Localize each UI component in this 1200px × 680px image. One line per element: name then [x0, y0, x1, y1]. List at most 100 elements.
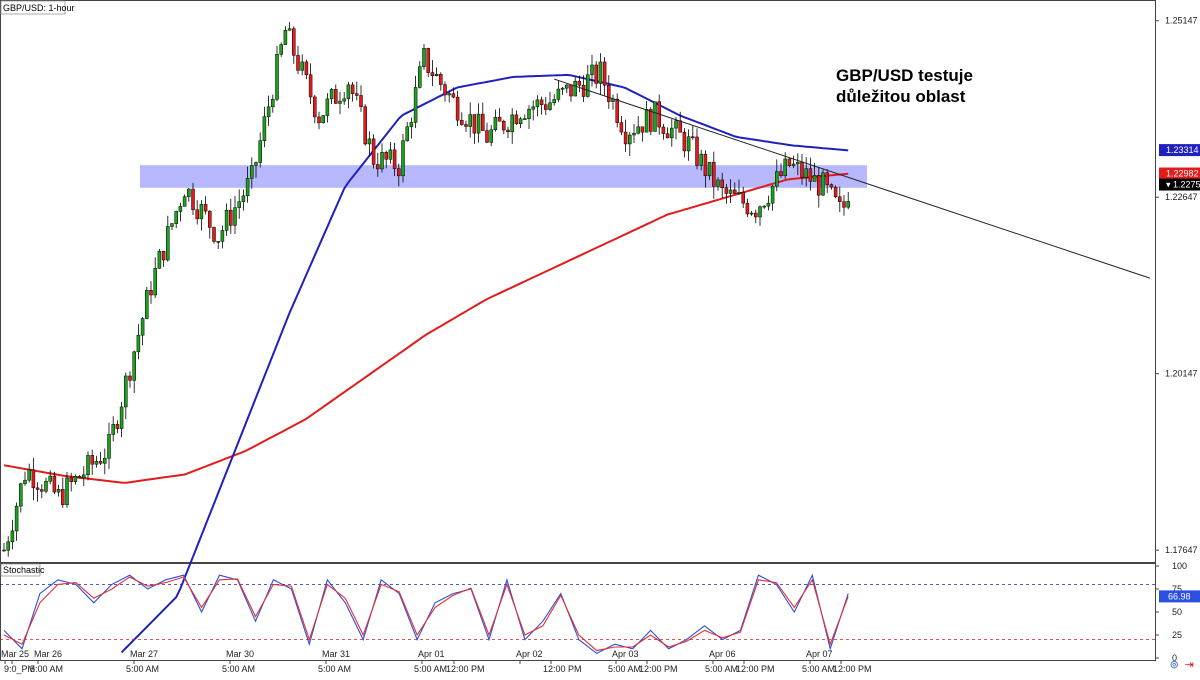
candle-body — [313, 96, 317, 118]
x-tick-label: 5:00 AM — [318, 664, 351, 674]
candle-body — [178, 206, 183, 212]
candle-body — [149, 290, 153, 296]
candle-body — [233, 207, 237, 226]
candle-body — [552, 99, 556, 104]
candle-body — [6, 541, 10, 551]
candle-body — [716, 179, 720, 187]
candle-body — [703, 153, 708, 177]
candle-body — [187, 188, 191, 197]
candle-body — [833, 186, 838, 197]
candle-body — [443, 84, 447, 96]
candle-body — [485, 130, 489, 143]
candle-body — [388, 149, 393, 160]
candle-body — [287, 28, 292, 31]
chart-link-icon[interactable]: ⊚ — [1169, 658, 1179, 671]
price-label-text: 1.23314 — [1166, 145, 1199, 155]
price-label-pill — [1159, 178, 1200, 191]
candle-body — [581, 85, 586, 97]
candle-body — [560, 87, 565, 90]
candle-body — [699, 153, 703, 166]
candle-body — [237, 201, 241, 208]
candle-body — [586, 74, 590, 97]
candle-body — [531, 106, 535, 110]
candle-body — [791, 163, 796, 166]
candle-body — [497, 116, 502, 122]
candle-body — [338, 100, 342, 104]
candle-body — [728, 189, 733, 194]
y-tick-label: 1.20147 — [1165, 369, 1198, 379]
x-tick-label: Apr 07 — [806, 649, 833, 659]
candle-body — [208, 210, 212, 228]
candle-body — [691, 136, 695, 138]
candle-body — [153, 268, 157, 296]
candle-body — [539, 99, 544, 105]
candle-body — [821, 172, 825, 196]
x-tick-label: Apr 03 — [612, 649, 639, 659]
candle-body — [124, 375, 128, 408]
price-label-text: 1.22982 — [1166, 169, 1199, 179]
candle-body — [367, 138, 372, 145]
candle-body — [493, 116, 498, 131]
candle-body — [166, 226, 170, 261]
candle-body — [548, 102, 552, 110]
price-label-pill — [1159, 167, 1200, 180]
x-tick-label: 12:00 PM — [833, 664, 872, 674]
candle-body — [649, 109, 653, 132]
x-tick-label: Mar 26 — [34, 649, 62, 659]
scroll-end-icon[interactable]: ⇥ — [1184, 658, 1194, 671]
x-tick-label: 9:0_PM — [4, 664, 35, 674]
stochastic-y-tick-label: 50 — [1172, 607, 1182, 617]
candle-body — [23, 479, 27, 484]
candle-body — [418, 66, 422, 88]
moving-average-red — [3, 172, 849, 484]
candle-body — [796, 162, 800, 165]
candle-body — [472, 114, 477, 134]
x-tick-label: Mar 25 — [1, 649, 29, 659]
candle-body — [266, 106, 271, 117]
candle-body — [304, 61, 309, 75]
stochastic-value-text: 66.98 — [1168, 591, 1191, 601]
candle-body — [598, 61, 603, 84]
candle-body — [254, 162, 258, 166]
candle-body — [686, 136, 691, 152]
candle-body — [145, 290, 149, 319]
candle-body — [460, 119, 464, 125]
candle-body — [250, 165, 254, 179]
candle-body — [733, 189, 737, 194]
candle-body — [111, 424, 115, 435]
candle-body — [73, 476, 78, 483]
x-tick-label: Apr 01 — [418, 649, 445, 659]
resistance-zone — [140, 165, 867, 188]
candle-body — [712, 161, 716, 187]
candle-body — [720, 179, 724, 188]
candle-body — [518, 118, 523, 125]
stochastic-y-tick-label: 100 — [1172, 561, 1187, 571]
candle-body — [476, 113, 481, 134]
annotation-line-1: GBP/USD testuje — [836, 66, 973, 85]
candle-body — [136, 334, 141, 353]
candle-body — [191, 188, 195, 211]
candle-body — [523, 118, 527, 120]
candle-body — [783, 158, 787, 177]
candle-body — [132, 351, 136, 381]
candle-body — [510, 114, 514, 133]
candle-body — [61, 489, 65, 506]
candle-body — [544, 104, 548, 110]
candle-body — [502, 121, 506, 131]
candle-body — [292, 28, 296, 56]
candle-body — [275, 54, 279, 100]
x-tick-label: 5:00 AM — [802, 664, 835, 674]
candle-body — [464, 124, 468, 127]
candle-body — [514, 114, 519, 125]
candle-body — [350, 84, 355, 94]
candle-body — [695, 136, 699, 166]
x-tick-label: 5:00 AM — [705, 664, 738, 674]
candle-body — [128, 375, 132, 381]
candle-body — [317, 116, 321, 124]
candle-body — [632, 132, 636, 136]
candle-body — [98, 461, 103, 464]
candle-body — [283, 30, 288, 45]
candle-body — [535, 99, 540, 108]
price-label-text: ▾ 1.22755 — [1166, 180, 1200, 190]
candle-body — [594, 64, 598, 84]
